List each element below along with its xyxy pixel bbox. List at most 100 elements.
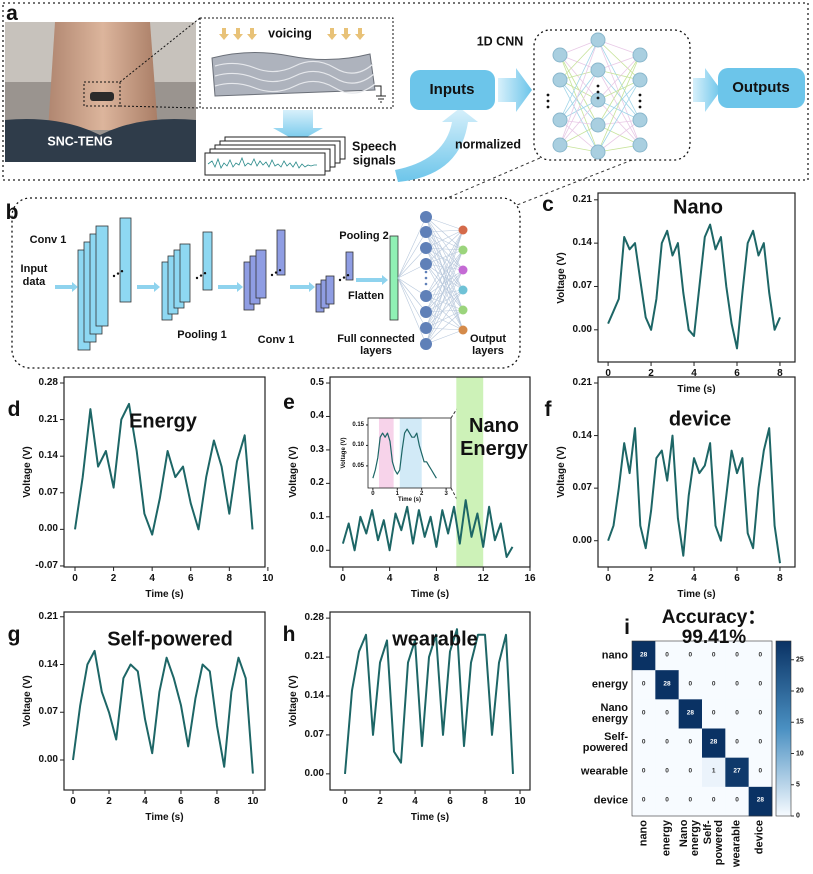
column-label: energy <box>660 820 673 857</box>
voltage-line <box>74 402 254 536</box>
x-tick-label: 6 <box>178 795 184 807</box>
x-tick-label: 8 <box>777 367 783 379</box>
ellipsis-dot <box>270 273 274 277</box>
x-axis-label: Time (s) <box>145 588 184 600</box>
network-edge <box>597 124 641 146</box>
ellipsis-dot <box>338 278 342 282</box>
network-edge <box>425 269 464 297</box>
x-tick-label: 4 <box>691 367 697 379</box>
panel-frame <box>2 2 809 181</box>
network-edge <box>425 229 464 329</box>
plot-frame <box>63 376 266 568</box>
cell-value: 27 <box>733 767 741 775</box>
x-axis-label: Time (s) <box>677 588 716 600</box>
layer-block <box>95 225 109 327</box>
x-tick-label: 8 <box>214 795 220 807</box>
y-tick-label: 0.5 <box>310 376 324 388</box>
y-tick-label: 0.2 <box>310 477 324 489</box>
network-edge <box>425 216 464 291</box>
panel-label: f <box>544 397 552 421</box>
network-node <box>458 325 468 335</box>
cell-value: 0 <box>641 797 646 804</box>
inputs-label: Inputs <box>429 81 475 99</box>
network-node <box>552 112 568 128</box>
chart-title: Self-powered <box>107 628 233 651</box>
network-edge <box>397 231 427 279</box>
y-tick-label: 0.00 <box>304 767 324 779</box>
y-axis-label: Voltage (V) <box>287 446 299 498</box>
material-layer <box>211 51 376 97</box>
x-axis-label: Time (s) <box>677 383 716 395</box>
colorbar-tick-label: 0 <box>796 812 800 820</box>
plot-frame <box>329 376 531 568</box>
matrix-cell <box>702 728 726 758</box>
cell-value: 0 <box>735 651 739 659</box>
layer-block <box>276 229 286 276</box>
device <box>90 92 114 101</box>
matrix-frame <box>631 640 773 817</box>
ellipsis-dot <box>112 274 116 278</box>
y-tick-label: 0.3 <box>310 443 324 455</box>
x-tick-label: 6 <box>734 572 740 584</box>
x-tick-label: 0 <box>605 367 611 379</box>
matrix-cell <box>632 786 656 817</box>
y-tick-label: 0.28 <box>38 376 58 388</box>
matrix-cell <box>678 757 703 788</box>
highlight-band <box>399 418 422 488</box>
plot-frame <box>329 611 531 791</box>
network-edge <box>425 263 464 271</box>
network-edge <box>397 277 427 329</box>
matrix-cell <box>632 699 656 729</box>
network-edge <box>425 249 464 297</box>
row-label: wearable <box>580 765 628 778</box>
x-tick-label: 2 <box>648 367 654 379</box>
ellipsis-dot <box>638 105 642 109</box>
inputs-box <box>410 70 495 110</box>
cell-value: 0 <box>711 709 716 717</box>
x-tick-label: 8 <box>226 572 233 584</box>
cell-value: 0 <box>641 709 646 717</box>
cell-value: 0 <box>641 738 646 746</box>
network-edge <box>597 54 641 101</box>
cell-value: 0 <box>665 767 669 775</box>
ellipsis-dot <box>596 96 600 100</box>
network-edge <box>425 329 464 345</box>
x-tick-label: 8 <box>433 572 440 584</box>
column-label: Self- powered <box>701 820 725 866</box>
flow-arrow <box>290 282 315 292</box>
device-label: SNC-TENG <box>47 134 113 149</box>
network-node <box>458 305 468 315</box>
y-tick-label: 0.07 <box>304 728 324 740</box>
ellipsis-dot <box>638 93 642 97</box>
cell-value: 28 <box>640 651 648 659</box>
ground-symbol <box>375 85 386 103</box>
plot-frame <box>597 376 796 568</box>
y-axis-label: Voltage (V) <box>340 437 347 469</box>
cell-value: 0 <box>758 738 763 746</box>
row-label: device <box>593 794 628 807</box>
cell-value: 0 <box>735 738 739 746</box>
y-tick-label: 0.07 <box>38 486 58 498</box>
x-tick-label: 6 <box>734 367 740 379</box>
cell-value: 0 <box>758 709 763 717</box>
matrix-cell <box>678 699 703 729</box>
network-edge <box>597 54 641 126</box>
ellipsis-dot <box>638 99 642 103</box>
layer-label: Pooling 2 <box>339 230 389 243</box>
x-tick-label: 4 <box>691 572 697 584</box>
ellipsis-dot <box>116 272 120 275</box>
y-tick-label: 0.00 <box>38 753 58 765</box>
x-tick-label: 10 <box>262 572 274 584</box>
y-tick-label: 0.14 <box>572 429 592 441</box>
panel-label: i <box>624 615 630 639</box>
row-label: Nano energy <box>591 701 628 725</box>
y-tick-label: 0.05 <box>352 462 364 469</box>
cell-value: 0 <box>758 767 763 775</box>
y-tick-label: -0.07 <box>35 559 58 571</box>
network-edge <box>559 54 599 153</box>
cell-value: 0 <box>641 680 646 688</box>
x-tick-label: 10 <box>514 795 526 807</box>
right-arrow <box>498 68 532 112</box>
matrix-cell <box>702 641 726 671</box>
network-edge <box>559 39 599 121</box>
